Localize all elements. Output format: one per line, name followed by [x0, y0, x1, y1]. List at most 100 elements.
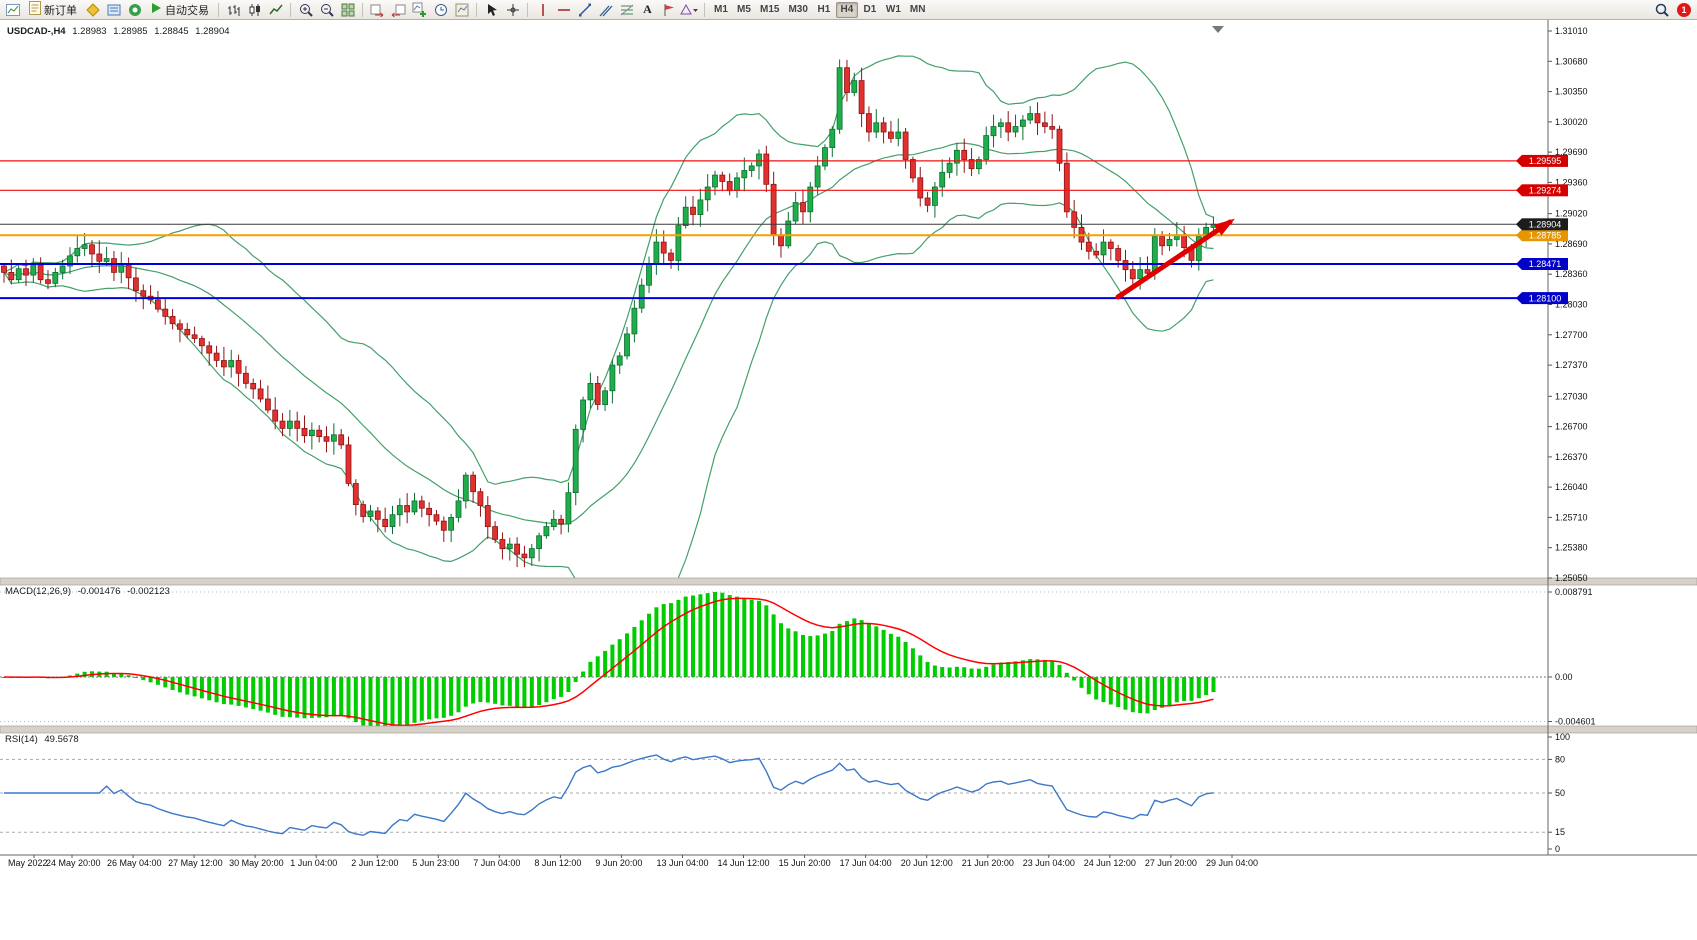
- timeframe-m1[interactable]: M1: [714, 4, 728, 15]
- svg-text:1.30350: 1.30350: [1555, 87, 1588, 97]
- svg-text:1.25050: 1.25050: [1555, 573, 1588, 583]
- rsi-axis[interactable]: 100 80 50 15 0: [1548, 732, 1570, 854]
- symbol-title: USDCAD-,H4: [7, 26, 66, 37]
- svg-text:1.25710: 1.25710: [1555, 512, 1588, 522]
- svg-text:May 2022: May 2022: [8, 858, 48, 868]
- chart-area[interactable]: 1.31010 1.30680 1.30350 1.30020 1.29690 1.293…: [0, 20, 1697, 870]
- shapes-tool-icon[interactable]: [680, 1, 699, 19]
- chart-shift-icon[interactable]: [389, 1, 408, 19]
- svg-text:20 Jun 12:00: 20 Jun 12:00: [901, 858, 953, 868]
- timeframe-d1[interactable]: D1: [863, 4, 877, 15]
- price-tag-1.29595[interactable]: 1.29595: [1516, 154, 1568, 167]
- new-chart-icon[interactable]: [4, 1, 23, 19]
- price-tag-1.28785[interactable]: 1.28785: [1516, 229, 1568, 242]
- cursor-icon[interactable]: [482, 1, 501, 19]
- svg-text:5 Jun 23:00: 5 Jun 23:00: [412, 858, 459, 868]
- svg-text:24 Jun 12:00: 24 Jun 12:00: [1084, 858, 1136, 868]
- svg-text:1.26370: 1.26370: [1555, 452, 1588, 462]
- autotrading-icon: [150, 2, 162, 17]
- svg-text:0: 0: [1555, 844, 1560, 854]
- bar-chart-icon[interactable]: [224, 1, 243, 19]
- svg-text:29 Jun 04:00: 29 Jun 04:00: [1206, 858, 1258, 868]
- templates-icon[interactable]: [452, 1, 471, 19]
- svg-text:80: 80: [1555, 754, 1565, 764]
- timeframe-m30[interactable]: M30: [788, 4, 808, 15]
- rsi-value: 49.5678: [44, 734, 79, 745]
- panel-separator[interactable]: [0, 725, 1697, 734]
- price-tag-1.28100[interactable]: 1.28100: [1516, 292, 1568, 305]
- price-tag-1.29274[interactable]: 1.29274: [1516, 184, 1568, 197]
- timeframe-h4[interactable]: H4: [835, 1, 858, 18]
- fibonacci-tool-icon[interactable]: [617, 1, 636, 19]
- svg-text:15: 15: [1555, 827, 1565, 837]
- horizontal-line-tool-icon[interactable]: [554, 1, 573, 19]
- timeframe-mn[interactable]: MN: [909, 4, 926, 15]
- trend-arrow[interactable]: [1115, 218, 1235, 300]
- search-icon[interactable]: [1652, 1, 1671, 19]
- periods-icon[interactable]: [431, 1, 450, 19]
- svg-text:100: 100: [1555, 732, 1570, 742]
- bollinger-bands: [3, 55, 1214, 579]
- toolbar-separator: [362, 2, 363, 17]
- macd-value-2: -0.002123: [127, 586, 170, 597]
- price-tag-1.28471[interactable]: 1.28471: [1516, 258, 1568, 270]
- new-order-button[interactable]: 新订单: [25, 1, 81, 19]
- svg-text:-0.004601: -0.004601: [1555, 717, 1596, 727]
- timeframe-m5[interactable]: M5: [737, 4, 751, 15]
- svg-text:27 Jun 20:00: 27 Jun 20:00: [1145, 858, 1197, 868]
- toolbar-separator: [704, 2, 705, 17]
- trendline-tool-icon[interactable]: [575, 1, 594, 19]
- chart-shift-marker[interactable]: [1212, 26, 1224, 33]
- svg-text:1.26040: 1.26040: [1555, 482, 1588, 492]
- tile-windows-icon[interactable]: [338, 1, 357, 19]
- candlestick-chart-icon[interactable]: [245, 1, 264, 19]
- svg-text:2 Jun 12:00: 2 Jun 12:00: [351, 858, 398, 868]
- svg-text:1.28785: 1.28785: [1529, 230, 1562, 240]
- market-watch-icon[interactable]: [104, 1, 123, 19]
- svg-text:30 May 20:00: 30 May 20:00: [229, 858, 284, 868]
- svg-text:1.28690: 1.28690: [1555, 239, 1588, 249]
- svg-text:0.008791: 0.008791: [1555, 587, 1593, 597]
- text-tool-icon[interactable]: A: [643, 2, 652, 16]
- svg-text:21 Jun 20:00: 21 Jun 20:00: [962, 858, 1014, 868]
- metaeditor-icon[interactable]: [83, 1, 102, 19]
- auto-scroll-icon[interactable]: [368, 1, 387, 19]
- metaquotes-icon[interactable]: [125, 1, 144, 19]
- svg-text:1.28100: 1.28100: [1529, 293, 1562, 303]
- svg-text:1.28471: 1.28471: [1529, 259, 1562, 269]
- price-axis[interactable]: 1.31010 1.30680 1.30350 1.30020 1.29690 1.293…: [1548, 26, 1588, 583]
- svg-text:1.28030: 1.28030: [1555, 300, 1588, 310]
- line-chart-icon[interactable]: [266, 1, 285, 19]
- crosshair-icon[interactable]: [503, 1, 522, 19]
- svg-text:1.30020: 1.30020: [1555, 117, 1588, 127]
- vertical-line-tool-icon[interactable]: [533, 1, 552, 19]
- autotrading-button[interactable]: 自动交易: [146, 1, 213, 19]
- svg-text:1.29020: 1.29020: [1555, 209, 1588, 219]
- zoom-in-icon[interactable]: [296, 1, 315, 19]
- zoom-out-icon[interactable]: [317, 1, 336, 19]
- rsi-name: RSI(14): [5, 734, 38, 745]
- toolbar-right-group: 1: [1652, 1, 1693, 19]
- macd-histogram: [2, 592, 1216, 726]
- svg-text:14 Jun 12:00: 14 Jun 12:00: [718, 858, 770, 868]
- chart-canvas[interactable]: 1.31010 1.30680 1.30350 1.30020 1.29690 1.293…: [0, 20, 1697, 870]
- panel-separator[interactable]: [0, 577, 1697, 586]
- svg-text:8 Jun 12:00: 8 Jun 12:00: [534, 858, 581, 868]
- new-order-label: 新订单: [44, 4, 77, 17]
- svg-text:24 May 20:00: 24 May 20:00: [46, 858, 101, 868]
- label-tool-icon[interactable]: [659, 1, 678, 19]
- svg-text:1.26700: 1.26700: [1555, 422, 1588, 432]
- timeframe-h1[interactable]: H1: [817, 4, 831, 15]
- channel-tool-icon[interactable]: [596, 1, 615, 19]
- svg-text:26 May 04:00: 26 May 04:00: [107, 858, 162, 868]
- svg-text:1.27700: 1.27700: [1555, 330, 1588, 340]
- price-tag-1.28904[interactable]: 1.28904: [1516, 218, 1568, 231]
- indicators-icon[interactable]: [410, 1, 429, 19]
- svg-text:13 Jun 04:00: 13 Jun 04:00: [657, 858, 709, 868]
- svg-text:1.30680: 1.30680: [1555, 56, 1588, 66]
- macd-axis[interactable]: 0.008791 0.00 -0.004601: [1548, 587, 1596, 727]
- timeframe-w1[interactable]: W1: [885, 4, 901, 15]
- timeframe-m15[interactable]: M15: [760, 4, 780, 15]
- notification-badge[interactable]: 1: [1677, 2, 1691, 17]
